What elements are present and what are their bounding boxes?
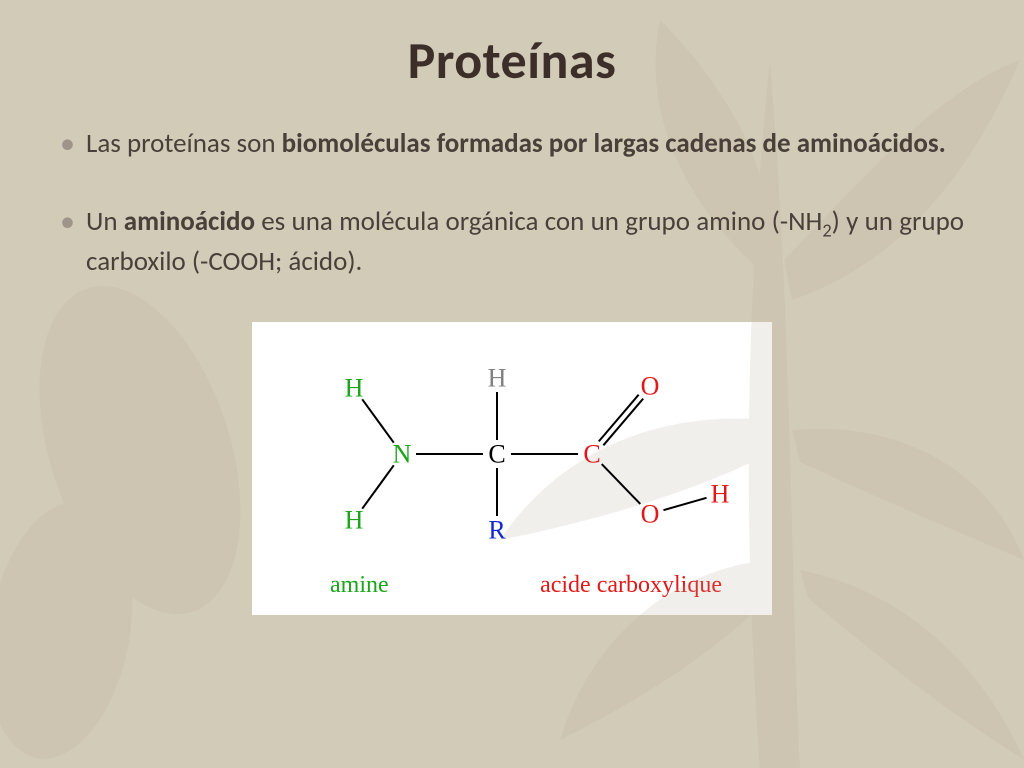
bullet-item: Las proteínas son biomoléculas formadas …: [60, 126, 964, 162]
group-labels-row: amine acide carboxylique: [270, 554, 754, 599]
bullet-bold: aminoácido: [124, 205, 255, 238]
carboxyl-label: acide carboxylique: [540, 572, 722, 599]
subscript: 2: [822, 220, 831, 242]
slide: Proteínas Las proteínas son biomoléculas…: [0, 0, 1024, 768]
bullet-text: es una molécula orgánica con un grupo am…: [255, 205, 822, 238]
amino-acid-diagram: N H H C H R C O O H amine acide carboxylique: [252, 322, 772, 615]
atom-n: N: [393, 440, 412, 469]
slide-title: Proteínas: [60, 28, 964, 92]
bullet-item: Un aminoácido es una molécula orgánica c…: [60, 204, 964, 280]
bullet-text: Un: [86, 205, 124, 238]
bullet-bold: biomoléculas formadas por largas cadenas…: [282, 127, 946, 160]
atom-c: C: [488, 440, 505, 469]
atom-r: R: [488, 516, 506, 545]
diagram-container: N H H C H R C O O H amine acide carboxylique: [60, 322, 964, 615]
atom-h: H: [345, 506, 364, 535]
atom-c: C: [583, 440, 600, 469]
atom-o: O: [641, 372, 660, 401]
bullet-text: Las proteínas son: [86, 127, 282, 160]
bullet-list: Las proteínas son biomoléculas formadas …: [60, 126, 964, 280]
atom-h: H: [345, 374, 364, 403]
molecular-structure: N H H C H R C O O H: [272, 344, 752, 554]
atom-o: O: [641, 500, 660, 529]
amine-label: amine: [330, 572, 389, 599]
atom-h: H: [711, 480, 730, 509]
atom-h: H: [488, 364, 507, 393]
